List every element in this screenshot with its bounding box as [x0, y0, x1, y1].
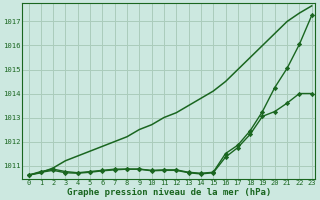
X-axis label: Graphe pression niveau de la mer (hPa): Graphe pression niveau de la mer (hPa) [67, 188, 271, 197]
